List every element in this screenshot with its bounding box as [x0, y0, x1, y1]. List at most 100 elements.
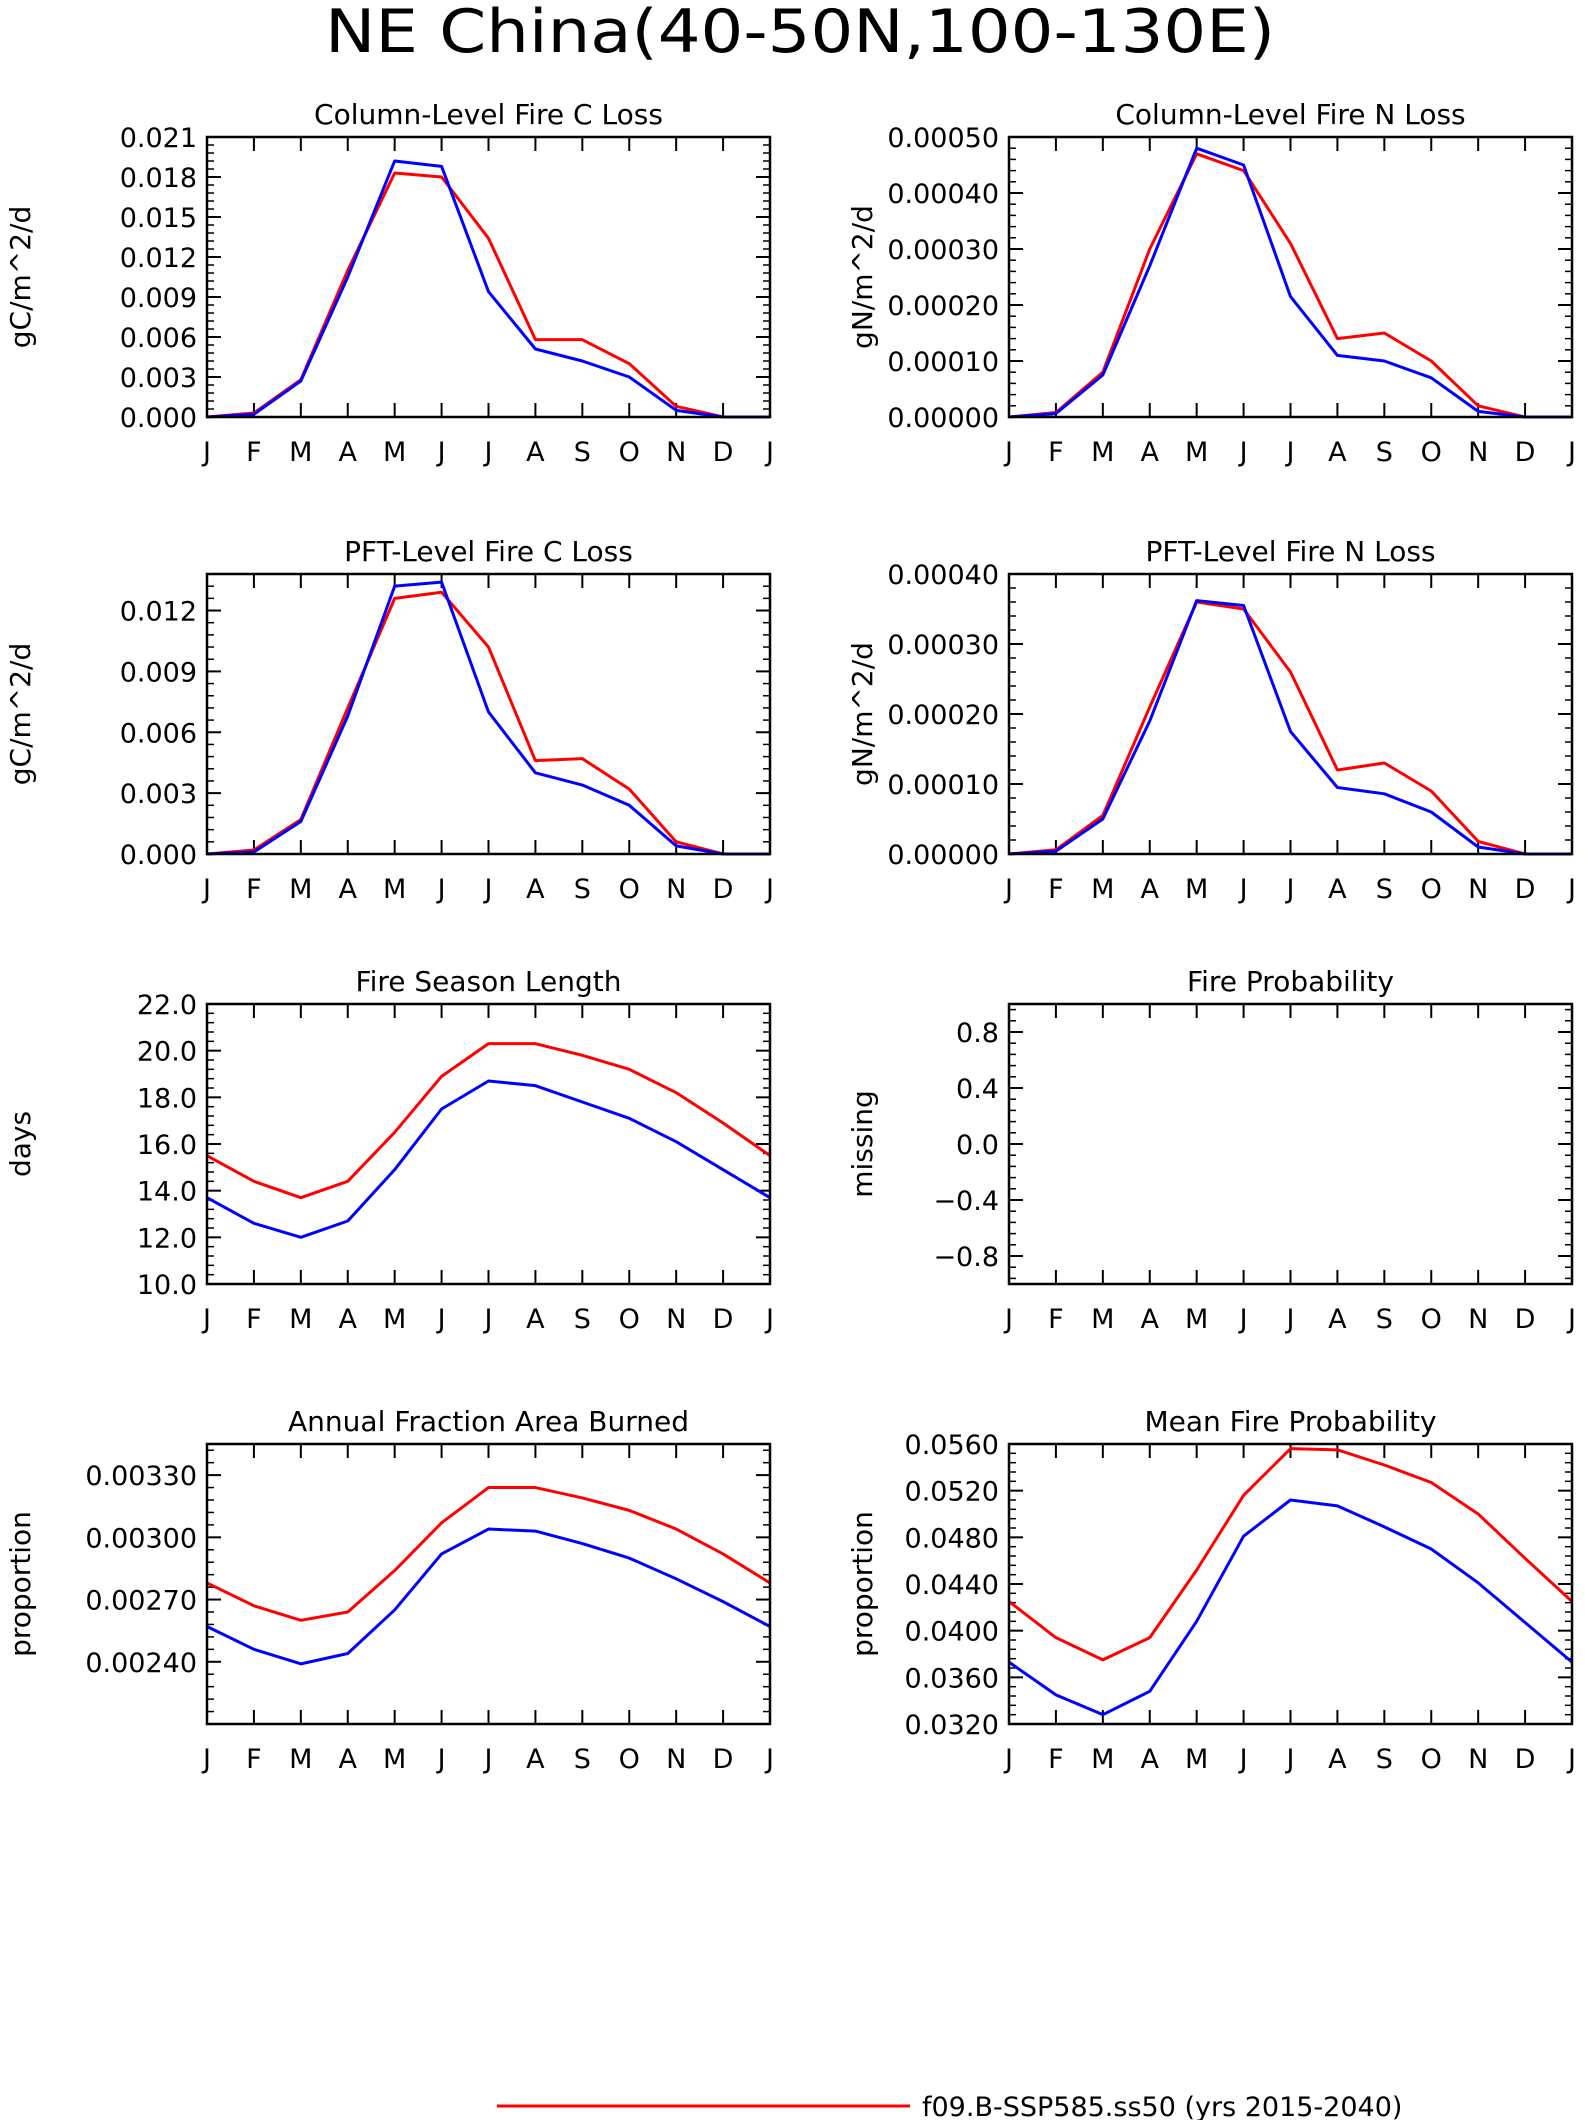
- x-tick-label: S: [574, 437, 591, 468]
- x-tick-label: M: [1091, 437, 1114, 468]
- y-axis-label: gC/m^2/d: [4, 643, 37, 786]
- y-tick-label: 0.00010: [887, 770, 999, 801]
- x-tick-label: J: [201, 437, 211, 468]
- x-tick-label: J: [201, 1304, 211, 1335]
- x-tick-label: J: [436, 874, 446, 905]
- x-tick-label: J: [436, 437, 446, 468]
- y-tick-label: 0.4: [956, 1074, 999, 1105]
- plot-frame: [205, 1002, 772, 1286]
- x-tick-label: N: [666, 437, 686, 468]
- y-tick-label: 0.0: [956, 1130, 999, 1161]
- x-tick-label: A: [1141, 1744, 1160, 1775]
- x-tick-label: A: [1141, 1304, 1160, 1335]
- y-tick-label: 0.0360: [905, 1663, 999, 1694]
- x-tick-label: J: [764, 1304, 774, 1335]
- x-tick-label: J: [1566, 1304, 1576, 1335]
- x-tick-label: N: [1468, 437, 1488, 468]
- y-tick-label: 0.00050: [887, 123, 999, 154]
- x-tick-label: M: [383, 437, 406, 468]
- y-tick-label: 0.00000: [887, 403, 999, 434]
- x-tick-label: A: [526, 437, 545, 468]
- x-tick-label: O: [619, 437, 640, 468]
- y-tick-label: 0.8: [956, 1018, 999, 1049]
- y-tick-label: 0.00000: [887, 840, 999, 871]
- y-tick-label: 0.009: [120, 657, 197, 688]
- x-tick-label: N: [1468, 874, 1488, 905]
- y-tick-label: 0.0480: [905, 1523, 999, 1554]
- x-tick-label: J: [483, 874, 493, 905]
- x-tick-label: M: [289, 874, 312, 905]
- series-line-red: [206, 1486, 771, 1622]
- x-tick-label: A: [339, 437, 358, 468]
- x-tick-label: M: [1185, 874, 1208, 905]
- series-line-red: [206, 1042, 771, 1200]
- y-axis-label: proportion: [4, 1511, 37, 1657]
- x-tick-label: M: [383, 1304, 406, 1335]
- y-tick-label: 0.00330: [85, 1461, 197, 1492]
- x-tick-label: O: [1421, 1744, 1442, 1775]
- x-tick-label: N: [666, 1304, 686, 1335]
- series-line-red: [1008, 1447, 1574, 1662]
- y-tick-label: 0.006: [120, 718, 197, 749]
- x-tick-label: J: [1285, 1744, 1295, 1775]
- x-tick-label: A: [339, 1304, 358, 1335]
- y-axis-label: gC/m^2/d: [4, 206, 37, 349]
- y-tick-label: 0.00040: [887, 179, 999, 210]
- x-tick-label: D: [1515, 1744, 1536, 1775]
- x-tick-label: J: [1566, 874, 1576, 905]
- y-tick-label: 0.0440: [905, 1570, 999, 1601]
- y-tick-label: 0.0520: [905, 1477, 999, 1508]
- series-line-blue: [1008, 1498, 1573, 1717]
- y-tick-label: 0.00020: [887, 291, 999, 322]
- panel-title: Annual Fraction Area Burned: [288, 1405, 689, 1438]
- x-tick-label: A: [339, 1744, 358, 1775]
- plot-frame: [1007, 135, 1574, 419]
- panel-title: Column-Level Fire N Loss: [1115, 98, 1465, 131]
- y-tick-label: 10.0: [137, 1270, 197, 1301]
- y-tick-label: 0.000: [120, 403, 197, 434]
- x-tick-label: J: [436, 1304, 446, 1335]
- x-tick-label: N: [1468, 1744, 1488, 1775]
- x-tick-label: A: [526, 1744, 545, 1775]
- x-tick-label: J: [483, 437, 493, 468]
- x-tick-label: M: [289, 1744, 312, 1775]
- x-tick-label: J: [764, 437, 774, 468]
- y-tick-label: 0.00300: [85, 1523, 197, 1554]
- x-tick-label: F: [246, 1744, 262, 1775]
- y-tick-label: −0.4: [933, 1186, 999, 1217]
- x-tick-label: J: [764, 1744, 774, 1775]
- panel-title: Column-Level Fire C Loss: [314, 98, 663, 131]
- x-tick-label: A: [526, 874, 545, 905]
- y-tick-label: 0.012: [120, 243, 197, 274]
- y-tick-label: 0.00030: [887, 235, 999, 266]
- y-axis-label: days: [4, 1111, 37, 1177]
- series-line-red: [1008, 152, 1572, 419]
- plot-frame: [1007, 1442, 1574, 1726]
- series-line-red: [1008, 600, 1572, 856]
- x-tick-label: F: [246, 437, 262, 468]
- y-tick-label: 16.0: [137, 1130, 197, 1161]
- x-tick-label: D: [713, 1744, 734, 1775]
- x-tick-label: M: [383, 874, 406, 905]
- x-tick-label: M: [383, 1744, 406, 1775]
- x-tick-label: N: [666, 1744, 686, 1775]
- x-tick-label: A: [1328, 874, 1347, 905]
- x-tick-label: M: [289, 437, 312, 468]
- legend-label: f09.B-SSP585.ss50 (yrs 2015-2040): [922, 2092, 1402, 2120]
- plot-frame: [205, 1442, 772, 1726]
- x-tick-label: O: [619, 874, 640, 905]
- panel-title: PFT-Level Fire N Loss: [1145, 535, 1435, 568]
- y-tick-label: 0.0400: [905, 1617, 999, 1648]
- x-tick-label: O: [1421, 1304, 1442, 1335]
- x-tick-label: J: [483, 1744, 493, 1775]
- x-tick-label: J: [1285, 437, 1295, 468]
- plot-frame: [205, 572, 772, 856]
- legend: f09.B-SSP585.ss50 (yrs 2015-2040): [497, 2092, 1402, 2120]
- x-tick-label: J: [1003, 437, 1013, 468]
- page-title: NE China(40-50N,100-130E): [325, 0, 1275, 67]
- y-tick-label: 20.0: [137, 1037, 197, 1068]
